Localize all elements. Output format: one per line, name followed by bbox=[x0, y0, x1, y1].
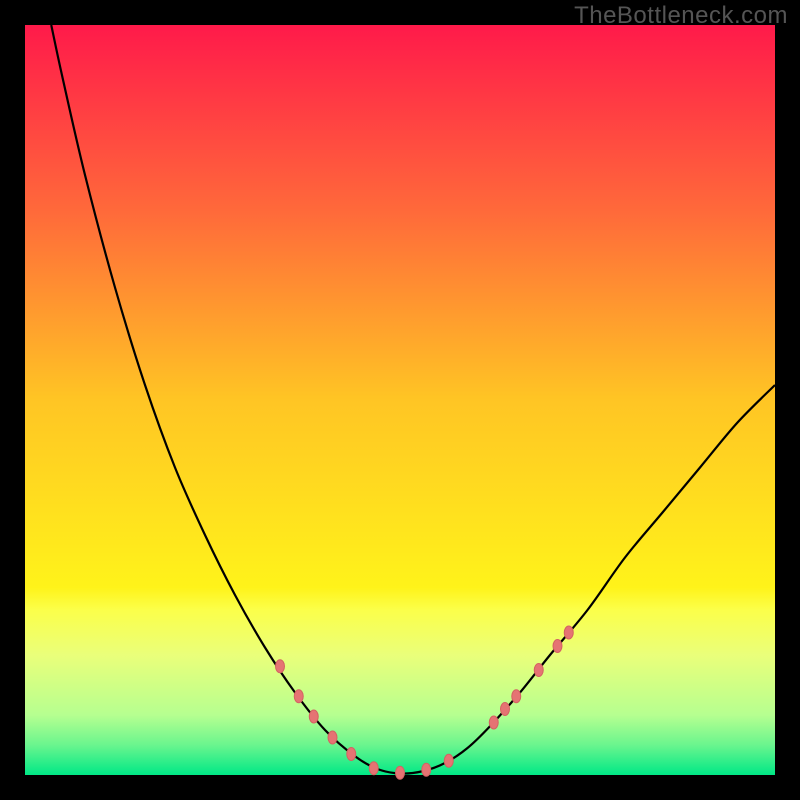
curve-marker bbox=[276, 660, 285, 673]
curve-marker bbox=[294, 690, 303, 703]
curve-marker bbox=[328, 731, 337, 744]
curve-marker bbox=[553, 640, 562, 653]
curve-marker bbox=[396, 766, 405, 779]
curve-marker bbox=[369, 762, 378, 775]
curve-marker bbox=[501, 703, 510, 716]
curve-marker bbox=[422, 763, 431, 776]
curve-marker bbox=[444, 754, 453, 767]
curve-marker bbox=[512, 690, 521, 703]
chart-frame: TheBottleneck.com bbox=[0, 0, 800, 800]
curve-marker bbox=[347, 748, 356, 761]
curve-marker bbox=[534, 664, 543, 677]
chart-svg bbox=[0, 0, 800, 800]
curve-marker bbox=[564, 626, 573, 639]
curve-marker bbox=[309, 710, 318, 723]
curve-marker bbox=[489, 716, 498, 729]
bottleneck-curve bbox=[51, 25, 775, 774]
